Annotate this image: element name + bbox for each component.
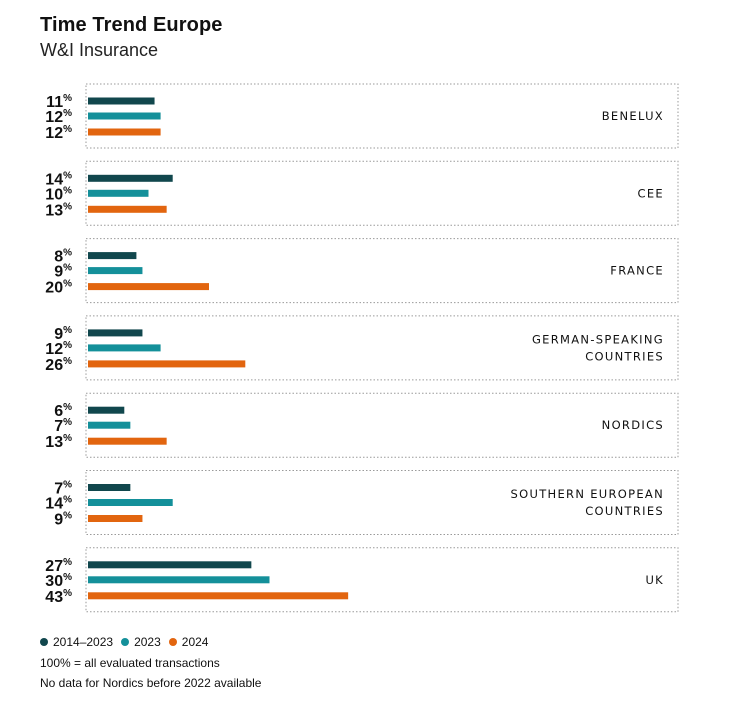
value-label-uk-series-3: 43%	[45, 588, 72, 606]
legend-dot-2014-2023	[40, 638, 48, 646]
legend-item-2014-2023: 2014–2023	[40, 635, 113, 649]
value-label-france-series-2: 9%	[54, 263, 72, 281]
legend-label-2023: 2023	[134, 635, 161, 649]
value-label-southern-european-countries-series-1: 7%	[54, 480, 72, 498]
region-label-german-speaking-countries-line2: COUNTRIES	[585, 349, 664, 363]
value-label-france-series-1: 8%	[54, 248, 72, 266]
chart-subtitle: W&I Insurance	[40, 40, 159, 60]
region-panel-benelux	[85, 83, 679, 149]
legend: 2014–2023 2023 2024	[40, 635, 216, 649]
bar-uk-series-2	[88, 576, 270, 584]
value-label-southern-european-countries-series-3: 9%	[54, 511, 72, 529]
bar-nordics-series-2	[88, 421, 131, 429]
legend-dot-2024	[168, 638, 177, 646]
bar-uk-series-1	[88, 561, 252, 569]
value-label-nordics-series-2: 7%	[54, 417, 72, 435]
value-label-nordics-series-1: 6%	[54, 402, 72, 420]
value-label-cee-series-3: 13%	[45, 201, 72, 219]
bar-southern-european-countries-series-2	[88, 499, 173, 506]
value-label-cee-series-2: 10%	[45, 185, 72, 203]
legend-label-2024: 2024	[181, 635, 209, 649]
region-panel-german-speaking-countries	[85, 315, 679, 381]
value-label-southern-european-countries-series-2: 14%	[45, 495, 72, 513]
bar-france-series-3	[88, 283, 209, 291]
region-label-german-speaking-countries-line1: GERMAN-SPEAKING	[532, 332, 664, 346]
region-panel-nordics	[85, 392, 679, 458]
region-panel-cee	[85, 160, 679, 226]
bar-chart: BENELUX11%12%12%CEE14%10%13%FRANCE8%9%20…	[45, 83, 679, 613]
bar-cee-series-1	[88, 174, 173, 182]
bar-german-speaking-countries-series-3	[88, 360, 246, 368]
bar-benelux-series-2	[88, 112, 161, 120]
bar-cee-series-3	[88, 205, 167, 213]
region-label-southern-european-countries-line2: COUNTRIES	[585, 504, 664, 518]
legend-item-2024: 2024	[168, 635, 209, 649]
region-label-nordics: NORDICS	[602, 418, 664, 432]
value-label-france-series-3: 20%	[45, 279, 72, 297]
value-label-benelux-series-3: 12%	[45, 124, 72, 142]
region-label-cee: CEE	[638, 186, 664, 200]
region-label-uk: UK	[645, 573, 664, 587]
legend-dot-2023	[121, 638, 130, 646]
value-label-uk-series-2: 30%	[45, 572, 72, 590]
region-panel-france	[85, 238, 679, 304]
region-label-france: FRANCE	[610, 264, 664, 278]
bar-nordics-series-1	[88, 406, 125, 414]
region-label-benelux: BENELUX	[602, 109, 664, 123]
value-label-german-speaking-countries-series-2: 12%	[45, 340, 72, 358]
bar-nordics-series-3	[88, 437, 167, 445]
bar-southern-european-countries-series-1	[88, 484, 131, 491]
bar-german-speaking-countries-series-1	[88, 329, 143, 337]
region-panel-uk	[85, 547, 679, 613]
bar-france-series-1	[88, 252, 137, 260]
value-label-nordics-series-3: 13%	[45, 433, 72, 451]
bar-benelux-series-3	[88, 128, 161, 136]
region-panel-southern-european-countries	[85, 470, 679, 535]
note-nordics-data: No data for Nordics before 2022 availabl…	[40, 676, 262, 690]
value-label-german-speaking-countries-series-1: 9%	[54, 325, 72, 343]
bar-southern-european-countries-series-3	[88, 515, 143, 522]
chart-title: Time Trend Europe	[40, 14, 223, 36]
value-label-uk-series-1: 27%	[45, 557, 72, 575]
bar-france-series-2	[88, 267, 143, 275]
legend-label-2014-2023: 2014–2023	[53, 635, 114, 649]
legend-item-2023: 2023	[121, 635, 161, 649]
bar-benelux-series-1	[88, 97, 155, 105]
region-label-southern-european-countries-line1: SOUTHERN EUROPEAN	[511, 487, 664, 501]
note-base-definition: 100% = all evaluated transactions	[40, 656, 220, 670]
value-label-german-speaking-countries-series-3: 26%	[45, 356, 72, 374]
bar-uk-series-3	[88, 592, 349, 600]
bar-cee-series-2	[88, 189, 149, 197]
value-label-cee-series-1: 14%	[45, 170, 72, 188]
bar-german-speaking-countries-series-2	[88, 344, 161, 352]
value-label-benelux-series-2: 12%	[45, 108, 72, 126]
value-label-benelux-series-1: 11%	[46, 93, 72, 111]
